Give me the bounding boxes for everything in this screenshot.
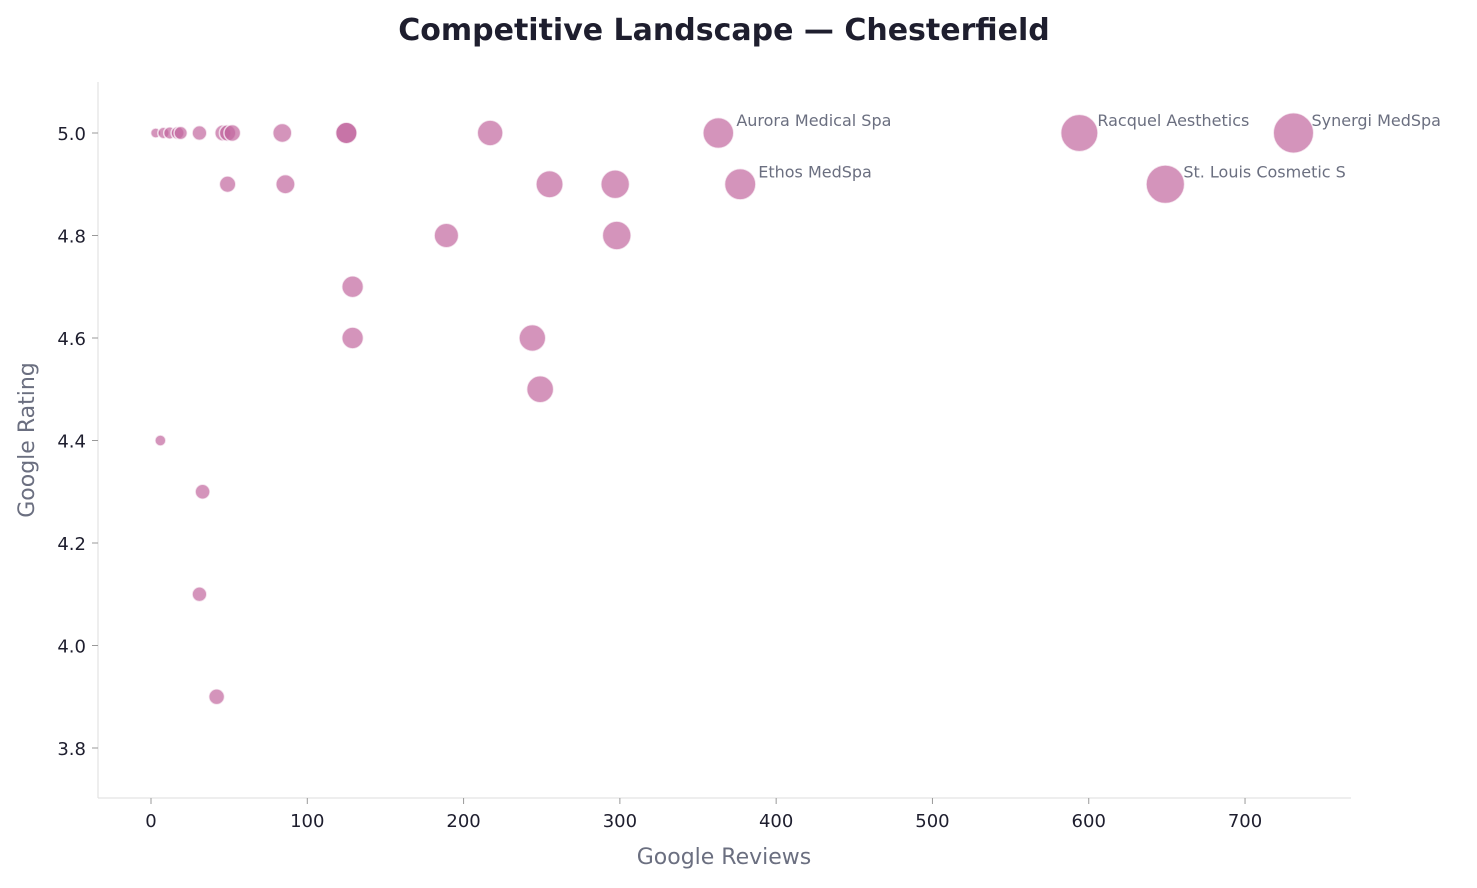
data-point — [218, 175, 237, 194]
x-tick-label: 600 — [1072, 811, 1106, 832]
data-point — [208, 688, 226, 706]
data-point — [1145, 164, 1186, 205]
data-point — [723, 167, 757, 201]
x-tick-label: 700 — [1228, 811, 1262, 832]
data-point — [341, 326, 365, 350]
y-axis-label: Google Rating — [15, 362, 40, 518]
data-point — [702, 116, 735, 150]
data-point — [476, 119, 504, 147]
x-tick-label: 100 — [290, 811, 324, 832]
y-tick-label: 4.4 — [57, 432, 86, 453]
point-label: St. Louis Cosmetic S — [1183, 162, 1346, 181]
y-tick-label: 4.2 — [57, 534, 86, 555]
data-point — [223, 123, 242, 143]
x-tick-label: 200 — [446, 811, 480, 832]
y-tick-label: 4.0 — [57, 637, 86, 658]
data-point — [191, 124, 208, 142]
data-point — [341, 275, 365, 299]
point-label: Ethos MedSpa — [758, 162, 872, 181]
x-tick-label: 0 — [145, 811, 156, 832]
data-point — [334, 121, 358, 145]
data-point — [518, 323, 547, 353]
data-point — [275, 173, 296, 195]
data-point — [173, 125, 189, 141]
y-tick-label: 3.8 — [57, 739, 86, 760]
data-point — [1059, 113, 1099, 153]
data-point — [272, 122, 293, 144]
data-point — [154, 434, 167, 447]
point-label: Aurora Medical Spa — [736, 111, 891, 130]
x-tick-label: 300 — [603, 811, 637, 832]
point-label: Racquel Aesthetics — [1097, 111, 1249, 130]
x-tick-label: 500 — [915, 811, 949, 832]
y-tick-label: 4.6 — [57, 329, 86, 350]
data-point — [1272, 112, 1315, 154]
point-label: Synergi MedSpa — [1311, 111, 1441, 130]
data-point — [535, 169, 564, 199]
x-tick-label: 400 — [759, 811, 793, 832]
y-tick-label: 5.0 — [57, 124, 86, 145]
data-point — [433, 222, 460, 249]
data-point — [600, 169, 631, 200]
y-tick-label: 4.8 — [57, 227, 86, 248]
data-point — [194, 483, 211, 500]
chart-title: Competitive Landscape — Chesterfield — [398, 13, 1050, 48]
data-point — [525, 375, 555, 404]
x-axis-label: Google Reviews — [637, 845, 812, 870]
data-point — [191, 586, 208, 603]
data-point — [601, 220, 632, 251]
